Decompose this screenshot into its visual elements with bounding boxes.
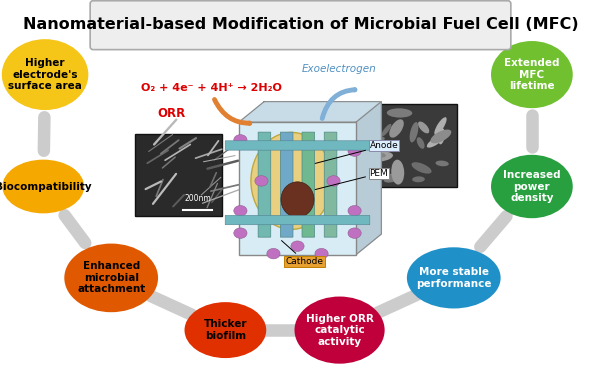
FancyBboxPatch shape bbox=[281, 132, 293, 237]
Ellipse shape bbox=[430, 129, 451, 143]
Ellipse shape bbox=[255, 176, 268, 186]
Ellipse shape bbox=[491, 41, 573, 108]
FancyBboxPatch shape bbox=[225, 215, 370, 225]
Text: Thicker
biofilm: Thicker biofilm bbox=[204, 319, 247, 341]
Ellipse shape bbox=[491, 155, 573, 218]
Ellipse shape bbox=[294, 297, 385, 364]
Ellipse shape bbox=[418, 122, 429, 134]
Ellipse shape bbox=[412, 162, 432, 174]
FancyBboxPatch shape bbox=[135, 134, 222, 216]
Ellipse shape bbox=[407, 247, 501, 308]
Text: Higher
electrode's
surface area: Higher electrode's surface area bbox=[8, 58, 82, 91]
Ellipse shape bbox=[315, 248, 328, 259]
Text: More stable
performance: More stable performance bbox=[416, 267, 492, 289]
FancyBboxPatch shape bbox=[325, 132, 337, 237]
Ellipse shape bbox=[185, 302, 266, 358]
Text: Anode: Anode bbox=[315, 141, 398, 163]
Text: Biocompatibility: Biocompatibility bbox=[0, 182, 91, 191]
Ellipse shape bbox=[64, 244, 158, 312]
Text: Increased
power
density: Increased power density bbox=[503, 170, 561, 203]
FancyBboxPatch shape bbox=[364, 104, 457, 186]
Polygon shape bbox=[356, 101, 381, 254]
Ellipse shape bbox=[291, 241, 304, 251]
FancyBboxPatch shape bbox=[90, 1, 511, 50]
Ellipse shape bbox=[2, 39, 88, 110]
Ellipse shape bbox=[348, 146, 361, 156]
Text: Cathode: Cathode bbox=[281, 241, 323, 266]
FancyArrowPatch shape bbox=[322, 90, 355, 119]
FancyArrowPatch shape bbox=[215, 100, 250, 123]
FancyBboxPatch shape bbox=[225, 141, 370, 150]
Text: PEM: PEM bbox=[315, 169, 388, 189]
Ellipse shape bbox=[383, 172, 403, 183]
Ellipse shape bbox=[438, 128, 445, 144]
Ellipse shape bbox=[371, 151, 386, 157]
Text: Enhanced
microbial
attachment: Enhanced microbial attachment bbox=[77, 261, 145, 295]
Ellipse shape bbox=[389, 119, 404, 138]
Ellipse shape bbox=[267, 248, 280, 259]
Ellipse shape bbox=[348, 206, 361, 216]
Ellipse shape bbox=[427, 136, 443, 148]
Text: O₂ + 4e⁻ + 4H⁺ → 2H₂O: O₂ + 4e⁻ + 4H⁺ → 2H₂O bbox=[141, 83, 282, 93]
FancyBboxPatch shape bbox=[258, 132, 270, 237]
FancyBboxPatch shape bbox=[239, 122, 356, 254]
Ellipse shape bbox=[381, 124, 391, 137]
Text: Higher ORR
catalytic
activity: Higher ORR catalytic activity bbox=[306, 313, 373, 347]
Ellipse shape bbox=[410, 122, 418, 142]
Ellipse shape bbox=[412, 176, 425, 182]
Ellipse shape bbox=[2, 160, 84, 213]
Text: Extended
MFC
lifetime: Extended MFC lifetime bbox=[504, 58, 560, 91]
Text: Nanomaterial-based Modification of Microbial Fuel Cell (MFC): Nanomaterial-based Modification of Micro… bbox=[23, 17, 578, 32]
Ellipse shape bbox=[234, 228, 247, 238]
Ellipse shape bbox=[327, 176, 340, 186]
Text: ORR: ORR bbox=[157, 107, 186, 120]
Ellipse shape bbox=[436, 160, 449, 166]
Polygon shape bbox=[239, 101, 381, 122]
Text: Exoelectrogen: Exoelectrogen bbox=[302, 64, 377, 74]
Ellipse shape bbox=[368, 152, 393, 162]
Ellipse shape bbox=[416, 137, 424, 149]
FancyBboxPatch shape bbox=[302, 132, 314, 237]
Ellipse shape bbox=[251, 132, 332, 229]
Ellipse shape bbox=[234, 206, 247, 216]
Ellipse shape bbox=[281, 182, 314, 217]
Ellipse shape bbox=[348, 228, 361, 238]
Ellipse shape bbox=[387, 108, 412, 117]
Ellipse shape bbox=[364, 136, 385, 142]
Ellipse shape bbox=[435, 117, 447, 135]
Ellipse shape bbox=[391, 160, 404, 185]
Text: 200nm: 200nm bbox=[184, 194, 211, 203]
Ellipse shape bbox=[234, 135, 247, 145]
